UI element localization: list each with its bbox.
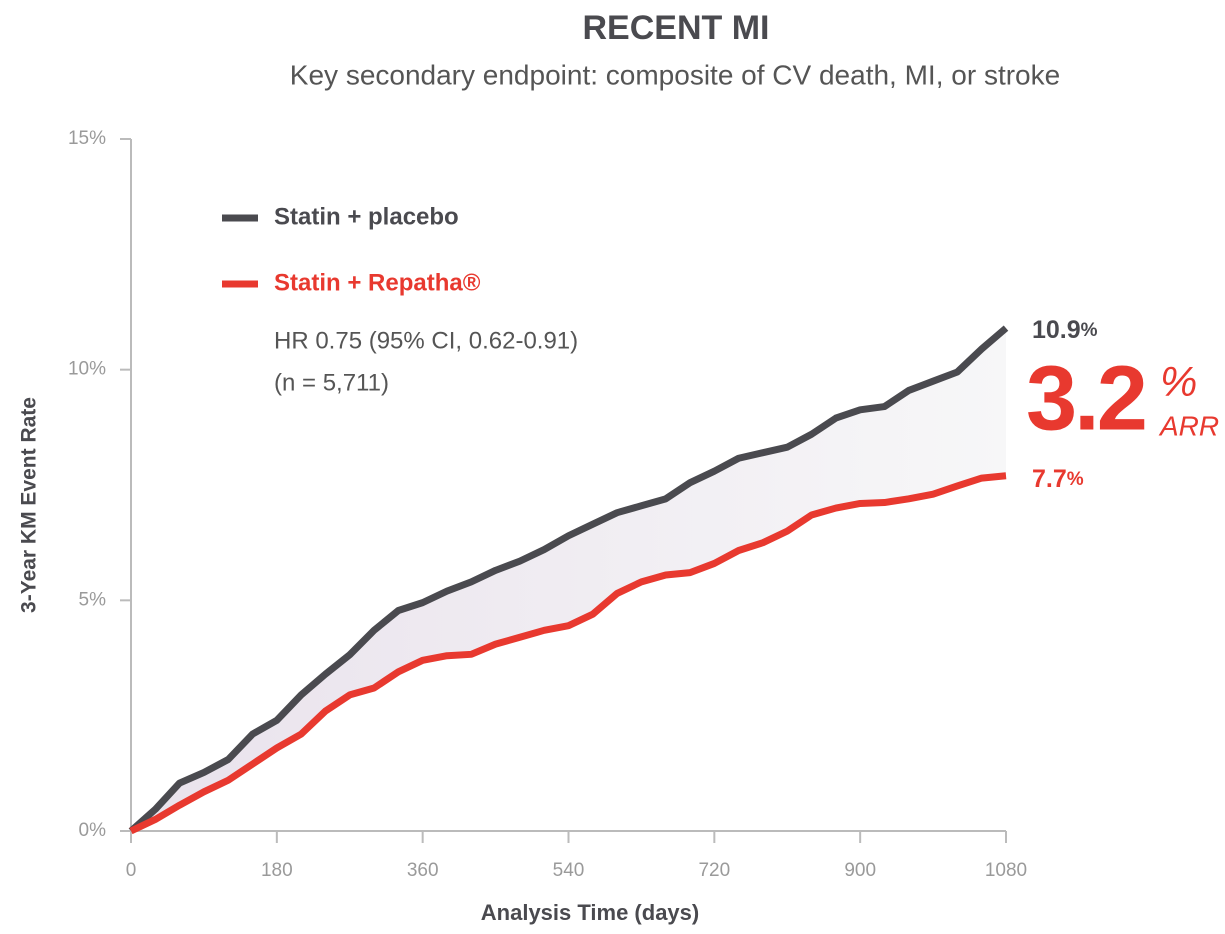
legend-label: Statin + Repatha® xyxy=(274,269,481,296)
y-tick-label: 5% xyxy=(79,589,107,610)
y-tick-label: 15% xyxy=(68,128,106,149)
legend-label: Statin + placebo xyxy=(274,203,459,230)
x-tick-label: 0 xyxy=(126,860,137,881)
chart-subtitle: Key secondary endpoint: composite of CV … xyxy=(290,59,1060,90)
series-line xyxy=(128,325,1009,834)
shaded-gap xyxy=(131,328,1006,831)
x-tick-label: 900 xyxy=(844,860,876,881)
arr-value: 3.2 xyxy=(1026,347,1145,449)
hr-text: HR 0.75 (95% CI, 0.62-0.91) xyxy=(274,327,578,354)
x-tick-label: 360 xyxy=(407,860,439,881)
repatha-end-label: 7.7% xyxy=(1032,465,1084,493)
arr-unit: % xyxy=(1160,358,1197,405)
n-text: (n = 5,711) xyxy=(274,369,389,396)
placebo-end-label: 10.9% xyxy=(1032,316,1098,344)
arr-label: ARR xyxy=(1158,410,1219,441)
x-tick-label: 540 xyxy=(553,860,585,881)
y-tick-label: 10% xyxy=(68,359,106,380)
chart-title: RECENT MI xyxy=(583,9,770,47)
y-tick-label: 0% xyxy=(79,820,107,841)
series-line xyxy=(129,472,1007,835)
x-tick-label: 180 xyxy=(261,860,293,881)
x-tick-label: 1080 xyxy=(985,860,1027,881)
x-axis-title: Analysis Time (days) xyxy=(481,900,699,925)
y-axis-title: 3-Year KM Event Rate xyxy=(18,397,41,613)
x-tick-label: 720 xyxy=(698,860,730,881)
